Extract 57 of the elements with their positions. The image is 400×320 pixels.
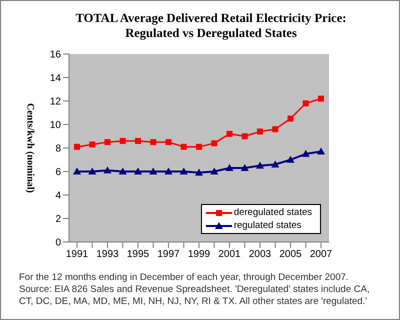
x-tick-label: 1999 [188,249,211,260]
point [150,139,156,146]
point [257,128,263,135]
y-tick-label: 8 [55,144,62,155]
point [118,168,127,174]
point [196,144,202,150]
point [89,141,96,148]
point [135,138,141,144]
x-tick-label: 1993 [96,249,120,260]
point [317,148,325,155]
y-tick-label: 12 [50,96,62,108]
legend-label: deregulated states [234,207,312,218]
point [180,144,187,150]
point [74,144,80,150]
point [302,100,309,106]
y-axis-title: Cents/kwh (nominal) [24,103,36,193]
point [272,126,278,132]
y-tick-label: 14 [50,73,62,84]
point [180,168,188,174]
point [288,116,294,122]
point [73,168,81,174]
point [166,139,172,146]
y-tick-label: 0 [55,238,62,249]
y-tick-label: 10 [50,120,62,132]
x-tick-label: 2007 [310,249,333,260]
point [104,139,110,146]
point [271,160,280,168]
point [226,130,232,137]
point [104,166,112,174]
point [210,168,218,174]
point [226,164,234,171]
legend-label: regulated states [234,220,302,231]
chart-title: TOTAL Average Delivered Retail Electricity Price: Regulated vs Deregulated States [74,11,348,41]
point [242,133,248,140]
x-tick-label: 2005 [279,249,302,260]
text: For the 12 months ending in December of each year, through December 2007. Source: EIA 826 Sales and Revenue Spreadsheet. 'Deregulated' states include CA, CT, DC, DE, MA, MD, ME, MI, NH, NJ, NY, RI & TX. All other states are 'regulated.' [19,272,371,308]
point [256,162,264,169]
y-tick-label: 2 [55,214,62,226]
y-tick-label: 16 [50,50,62,61]
x-tick-label: 1997 [157,249,180,260]
x-tick-label: 1991 [66,249,89,260]
point [88,168,96,174]
x-tick-label: 2001 [218,249,242,260]
point [195,168,203,176]
point [149,168,158,174]
point [302,150,310,157]
point [120,138,126,144]
x-tick-label: 1995 [126,249,150,260]
y-tick-label: 4 [55,190,62,202]
point [164,168,172,174]
point [318,96,324,102]
y-tick-label: 6 [55,167,62,178]
point [240,164,249,171]
point [134,168,142,174]
x-tick-label: 2003 [248,249,272,260]
point [211,140,218,146]
point [286,156,294,163]
